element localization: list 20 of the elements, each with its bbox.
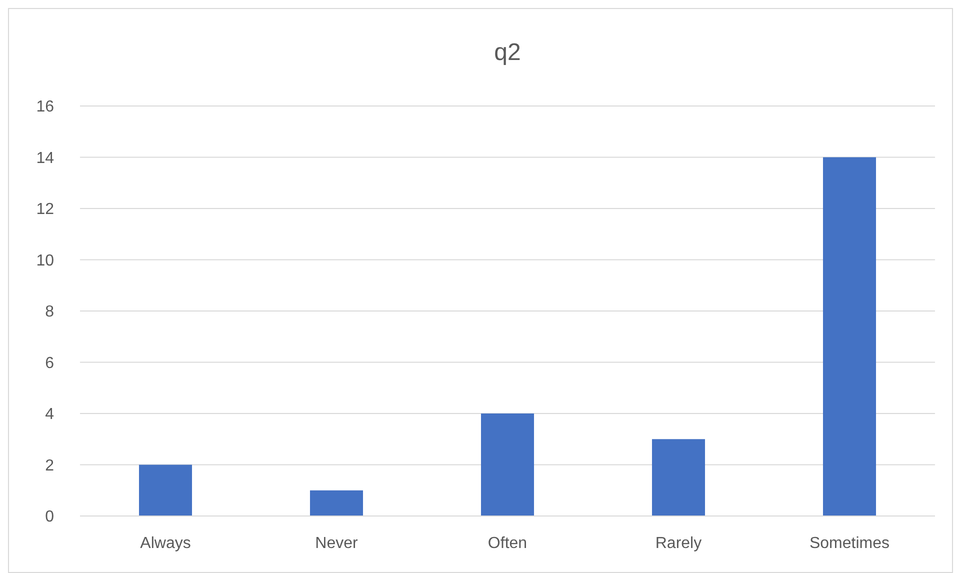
- x-tick-label: Often: [488, 535, 528, 552]
- x-tick-label: Sometimes: [809, 535, 890, 552]
- y-tick-label: 16: [36, 98, 54, 116]
- bar: [138, 464, 192, 516]
- y-tick-label: 12: [36, 201, 54, 218]
- y-tick-label: 0: [45, 508, 54, 526]
- y-tick-label: 6: [45, 354, 54, 372]
- x-tick-label: Rarely: [655, 535, 702, 552]
- y-tick-label: 10: [36, 252, 54, 270]
- y-tick-label: 4: [45, 406, 54, 424]
- bar: [310, 490, 364, 516]
- chart-title: q2: [494, 39, 521, 66]
- x-tick-label: Always: [140, 535, 191, 552]
- y-tick-label: 8: [45, 304, 54, 321]
- x-tick-label: Never: [315, 535, 359, 552]
- bar: [652, 439, 706, 516]
- bar: [480, 414, 534, 516]
- y-tick-label: 2: [45, 457, 54, 474]
- y-tick-label: 14: [36, 150, 54, 167]
- bar: [822, 157, 876, 516]
